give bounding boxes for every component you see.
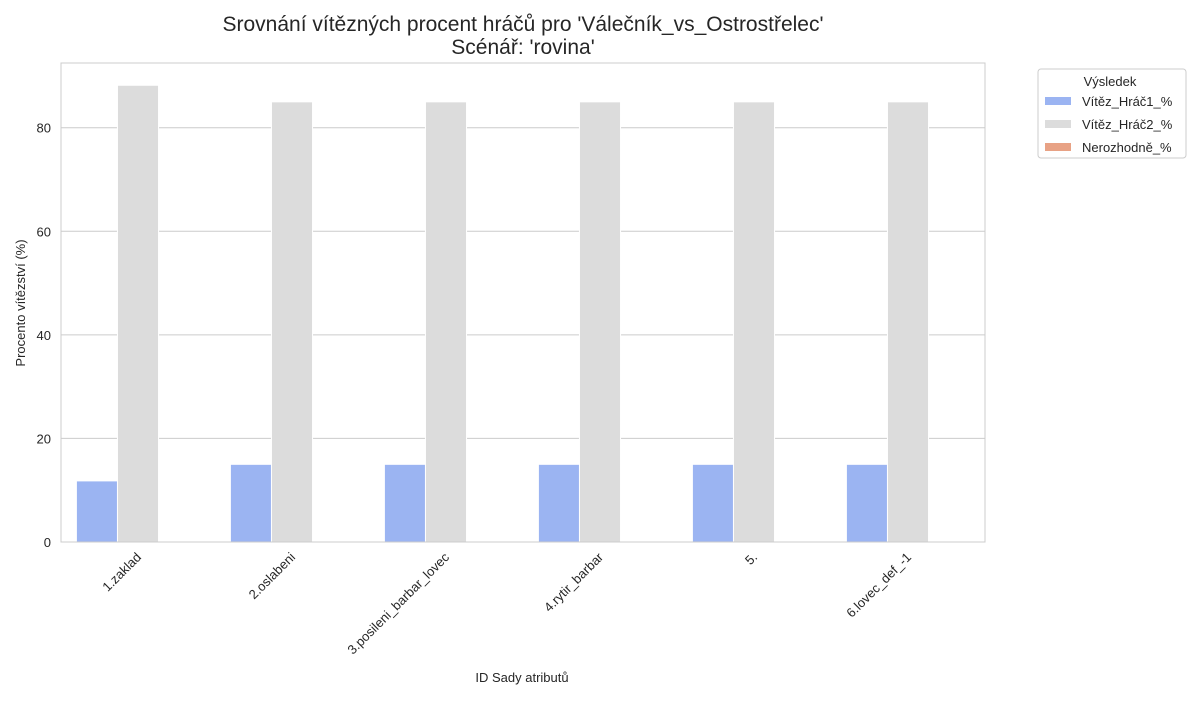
legend-entry-label: Nerozhodně_% [1082, 140, 1172, 155]
bar [229, 463, 272, 543]
legend-frame [1037, 68, 1187, 159]
legend-swatch [1045, 97, 1071, 105]
bar [691, 463, 734, 543]
x-tick-label: 2.oslabeni [246, 549, 299, 602]
bar [732, 101, 776, 543]
y-tick-label: 0 [44, 535, 51, 550]
y-tick-label: 40 [37, 328, 51, 343]
y-axis-label: Procento vítězství (%) [13, 239, 28, 366]
bar [424, 101, 468, 543]
y-tick-label: 60 [37, 224, 51, 239]
bar [383, 463, 426, 543]
legend-title: Výsledek [1084, 74, 1137, 89]
x-tick-label: 6.lovec_def_-1 [843, 550, 914, 621]
y-tick-label: 20 [37, 431, 51, 446]
bar [845, 463, 888, 543]
x-tick-label: 5. [742, 550, 760, 568]
y-tick-label: 80 [37, 121, 51, 136]
chart-subtitle: Scénář: 'rovina' [451, 36, 594, 59]
x-tick-label: 3.posileni_barbar_lovec [344, 549, 452, 657]
x-tick-label: 1.zaklad [99, 550, 144, 595]
legend-entry-label: Vítěz_Hráč2_% [1082, 117, 1173, 132]
bar [886, 101, 930, 543]
plot-area: 0 20 40 60 80 1.zaklad 2.oslabeni 3.posileni_ba… [37, 62, 986, 657]
chart-title: Srovnání vítězných procent hráčů pro 'Vá… [223, 13, 824, 36]
bar [75, 480, 118, 543]
legend-swatch [1045, 143, 1071, 151]
x-tick-label: 4.rytir_barbar [541, 549, 607, 615]
legend-swatch [1045, 120, 1071, 128]
bar [537, 463, 580, 543]
x-axis-label: ID Sady atributů [475, 670, 568, 685]
bar [578, 101, 622, 543]
bar [270, 101, 314, 543]
legend-entry-label: Vítěz_Hráč1_% [1082, 94, 1173, 109]
plot-frame [60, 62, 986, 543]
legend: Výsledek Vítěz_Hráč1_% Vítěz_Hráč2_% Neroz… [1037, 68, 1187, 159]
bar [116, 84, 160, 543]
